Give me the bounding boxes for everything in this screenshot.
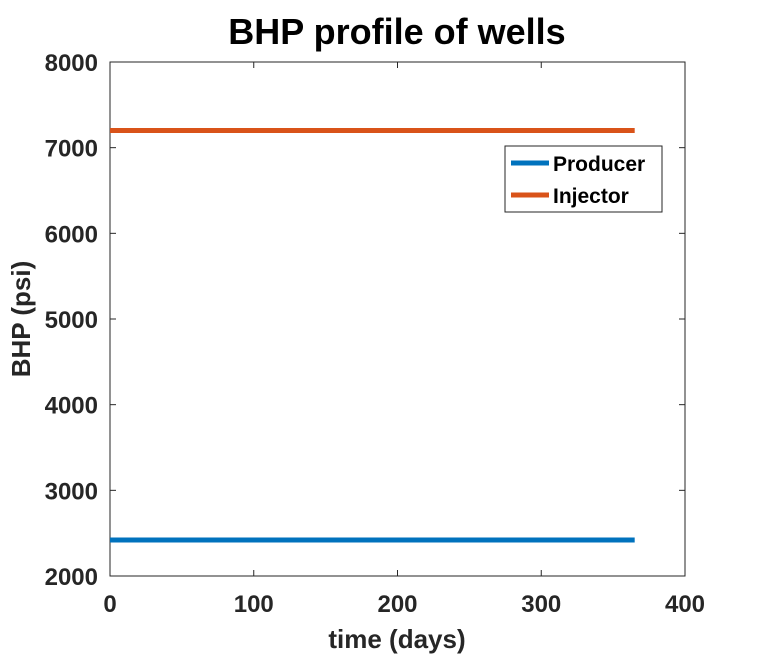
y-tick-label: 7000 <box>45 136 98 163</box>
x-tick-label: 300 <box>521 591 561 618</box>
x-tick-label: 400 <box>665 591 705 618</box>
plot-area <box>109 61 686 577</box>
y-tick-label: 6000 <box>45 221 98 248</box>
chart-title: BHP profile of wells <box>228 11 565 52</box>
legend-label-injector: Injector <box>553 185 629 208</box>
x-tick-label: 200 <box>377 591 417 618</box>
series-lines <box>110 128 635 543</box>
y-tick-label: 4000 <box>45 393 98 420</box>
y-tick-label: 8000 <box>45 50 98 77</box>
x-axis-label: time (days) <box>328 624 465 654</box>
axis-ticks <box>109 61 686 577</box>
y-tick-label: 5000 <box>45 307 98 334</box>
y-tick-label: 2000 <box>45 564 98 591</box>
y-tick-labels: 2000 3000 4000 5000 6000 7000 8000 <box>45 50 98 591</box>
legend-label-producer: Producer <box>553 153 645 176</box>
x-tick-labels: 0 100 200 300 400 <box>103 591 705 618</box>
y-axis-label: BHP (psi) <box>6 261 36 378</box>
legend: Producer Injector <box>504 145 663 213</box>
x-tick-label: 100 <box>234 591 274 618</box>
x-tick-label: 0 <box>103 591 116 618</box>
legend-box <box>504 145 663 213</box>
y-tick-label: 3000 <box>45 478 98 505</box>
